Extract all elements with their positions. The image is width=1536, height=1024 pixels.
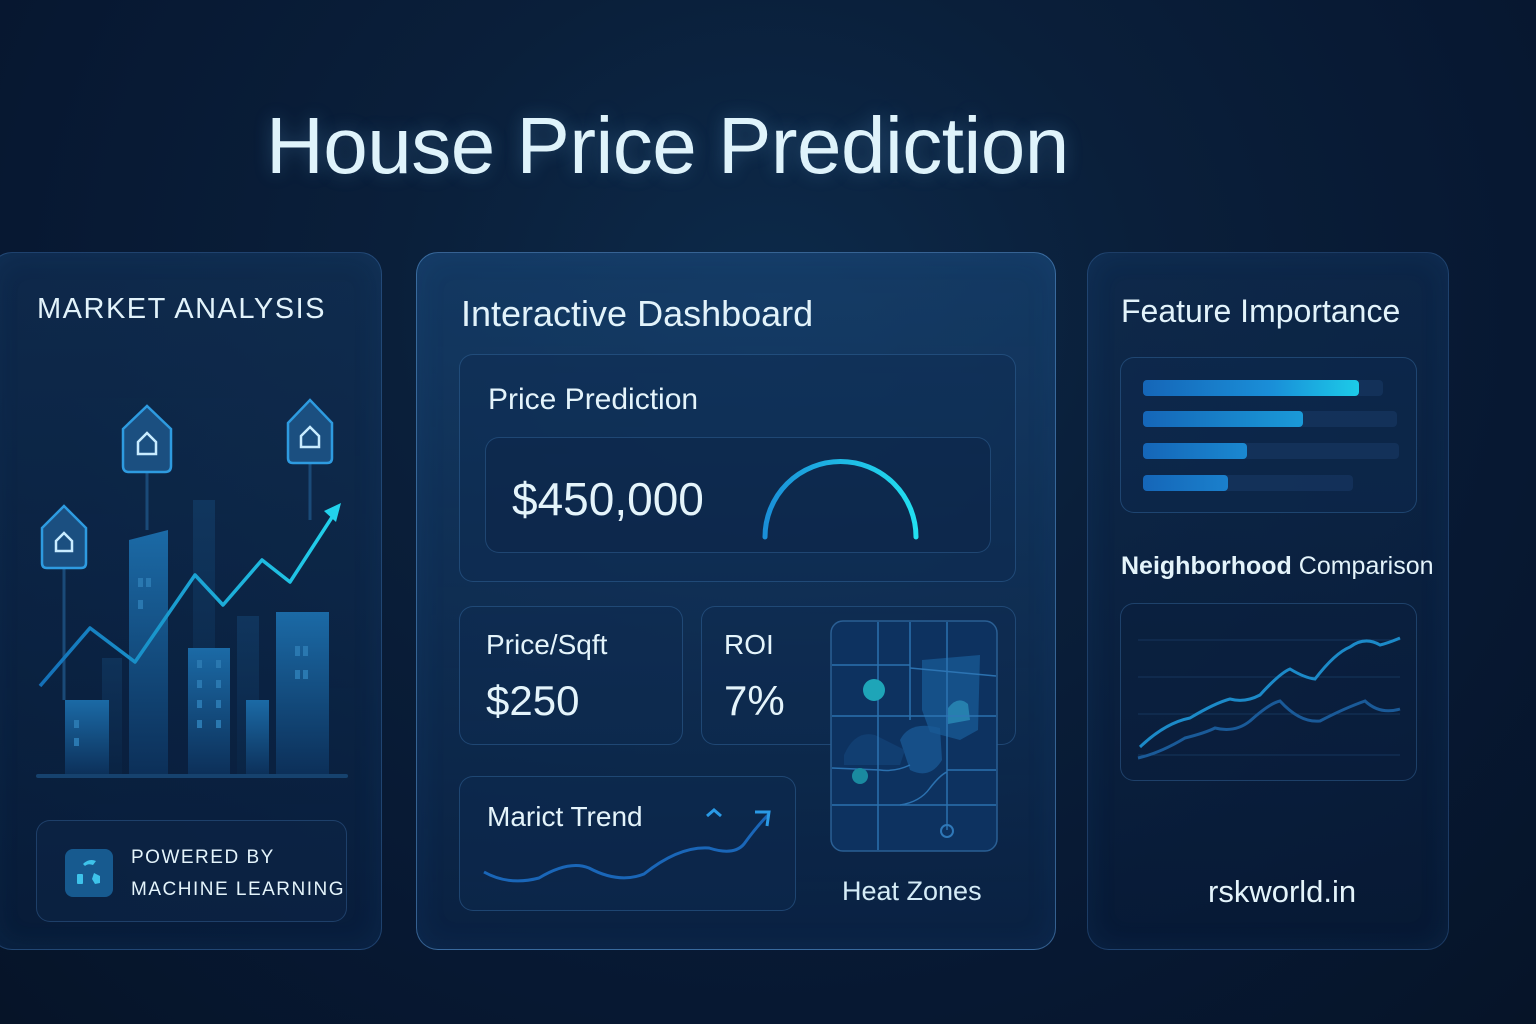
feature-bar: [1143, 475, 1353, 491]
gauge-arc-icon: [762, 459, 919, 540]
market-trend-sparkline: [483, 808, 771, 883]
building-icon: [65, 700, 109, 776]
building-icon: [188, 648, 230, 776]
building-icon: [246, 700, 269, 776]
page-title: House Price Prediction: [266, 101, 1069, 190]
heat-zone-marker[interactable]: [863, 679, 885, 701]
feature-importance-panel: Feature Importance: [1087, 252, 1449, 950]
feature-importance-chart: [1120, 357, 1417, 513]
predicted-price-value: $450,000: [512, 473, 704, 525]
price-per-sqft-card[interactable]: Price/Sqft $250: [459, 606, 683, 745]
rskworld-link[interactable]: rskworld.in: [1208, 874, 1357, 909]
price-per-sqft-value: $250: [486, 677, 580, 724]
building-icon: [129, 530, 168, 776]
chevron-up-icon: [706, 808, 722, 818]
house-pin-icon: [40, 504, 88, 570]
market-trend-card[interactable]: Marict Trend: [459, 776, 796, 911]
heat-zone-marker[interactable]: [940, 824, 954, 838]
house-pin-icon: [121, 404, 173, 474]
feature-bar: [1143, 411, 1397, 427]
price-prediction-card[interactable]: Price Prediction $450,000: [459, 354, 1016, 582]
neighborhood-comparison-lines: [1137, 636, 1401, 760]
neighborhood-comparison-title: Neighborhood Comparison: [1121, 552, 1434, 581]
ml-brain-icon: [65, 849, 113, 897]
trend-arrow-icon: [324, 503, 341, 522]
badge-line-2: MACHINE LEARNING: [131, 879, 346, 900]
house-pin-icon: [286, 398, 334, 465]
roi-value: 7%: [724, 677, 785, 724]
market-analysis-title: MARKET ANALYSIS: [37, 293, 326, 325]
trend-arrow-icon: [755, 810, 771, 827]
market-trend-label: Marict Trend: [487, 801, 643, 832]
heat-zones-label: Heat Zones: [842, 876, 982, 906]
heat-zone-marker[interactable]: [852, 768, 868, 784]
price-prediction-label: Price Prediction: [488, 383, 699, 416]
powered-by-ml-badge: POWERED BY MACHINE LEARNING: [36, 820, 347, 922]
comparison-title-rest: Comparison: [1291, 552, 1434, 580]
roi-label: ROI: [724, 629, 774, 660]
dashboard-title: Interactive Dashboard: [461, 293, 814, 334]
neighborhood-comparison-chart: [1120, 603, 1417, 781]
trend-line: [38, 507, 340, 688]
comparison-title-bold: Neighborhood: [1121, 552, 1292, 580]
feature-bar: [1143, 380, 1383, 396]
market-illustration: [36, 398, 348, 778]
badge-line-1: POWERED BY: [131, 847, 275, 868]
price-prediction-inner: $450,000: [485, 437, 991, 553]
heat-zones-map[interactable]: [830, 620, 1000, 854]
price-per-sqft-label: Price/Sqft: [486, 629, 608, 660]
building-icon: [276, 612, 329, 776]
feature-importance-title: Feature Importance: [1121, 293, 1401, 329]
feature-bar: [1143, 443, 1399, 459]
